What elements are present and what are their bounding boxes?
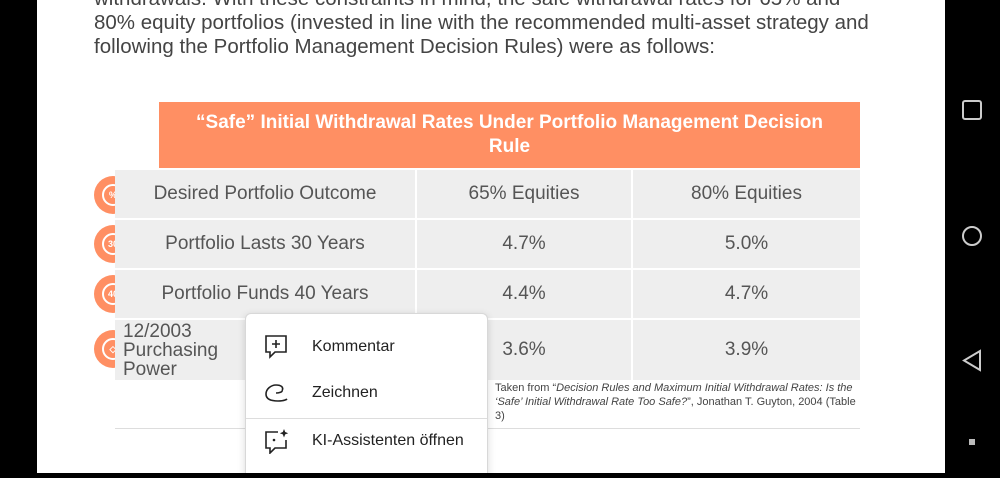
- table-cell: 5.0%: [633, 220, 860, 268]
- header-cell: Desired Portfolio Outcome: [115, 170, 415, 218]
- caption-title: Decision Rules and Maximum Initial Withd…: [556, 382, 853, 394]
- caption-text: Taken from “: [495, 382, 557, 394]
- table-cell: 4.4%: [417, 270, 631, 318]
- ai-assistant-icon: [265, 429, 289, 454]
- comment-add-icon: [265, 335, 287, 359]
- table-cell: 4.7%: [633, 270, 860, 318]
- table-cell: Portfolio Lasts 30 Years: [115, 220, 415, 268]
- table-cell: 3.9%: [633, 320, 860, 380]
- table-cell: Portfolio Funds 40 Years: [115, 270, 415, 318]
- intro-paragraph: withdrawals. With these constraints in m…: [94, 0, 869, 58]
- recents-icon[interactable]: [962, 100, 982, 120]
- system-nav-bar: [945, 0, 1000, 473]
- table-cell: 4.7%: [417, 220, 631, 268]
- home-icon[interactable]: [962, 226, 982, 246]
- menu-icon[interactable]: [969, 439, 975, 445]
- context-menu: Kommentar Zeichnen KI-Assistenten öffnen: [245, 313, 488, 473]
- table-row: Portfolio Funds 40 Years 4.4% 4.7%: [115, 270, 860, 318]
- document-page: withdrawals. With these constraints in m…: [37, 0, 945, 473]
- table-title: “Safe” Initial Withdrawal Rates Under Po…: [159, 102, 860, 168]
- menu-item-zeichnen[interactable]: Zeichnen: [246, 371, 487, 415]
- caption-title: ‘Safe’ Initial Withdrawal Rate Too Safe?: [495, 396, 688, 408]
- table-header-row: Desired Portfolio Outcome 65% Equities 8…: [115, 170, 860, 218]
- menu-item-label: KI-Assistenten öffnen: [312, 432, 464, 449]
- table-row: Portfolio Lasts 30 Years 4.7% 5.0%: [115, 220, 860, 268]
- header-cell: 65% Equities: [417, 170, 631, 218]
- menu-item-label: Zeichnen: [312, 384, 378, 401]
- menu-item-ki-assistent[interactable]: KI-Assistenten öffnen: [246, 419, 487, 463]
- caption-text: ”, Jonathan T. Guyton, 2004 (Table 3): [495, 396, 856, 422]
- back-icon[interactable]: [962, 349, 981, 372]
- menu-item-kommentar[interactable]: Kommentar: [246, 325, 487, 369]
- menu-divider: [246, 418, 487, 419]
- table-caption: Taken from “Decision Rules and Maximum I…: [495, 381, 860, 423]
- draw-icon: [265, 384, 288, 402]
- header-cell: 80% Equities: [633, 170, 860, 218]
- menu-item-label: Kommentar: [312, 338, 395, 355]
